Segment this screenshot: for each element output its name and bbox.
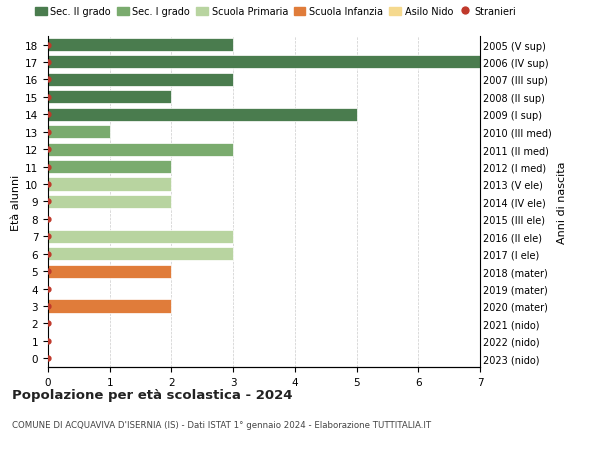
Bar [48,265,172,278]
Bar [48,91,172,104]
Bar [48,126,110,139]
Text: Popolazione per età scolastica - 2024: Popolazione per età scolastica - 2024 [12,388,293,401]
Y-axis label: Anni di nascita: Anni di nascita [557,161,567,243]
Bar [48,178,172,191]
Legend: Sec. II grado, Sec. I grado, Scuola Primaria, Scuola Infanzia, Asilo Nido, Stran: Sec. II grado, Sec. I grado, Scuola Prim… [35,7,516,17]
Bar [48,143,233,157]
Bar [48,74,233,87]
Bar [48,108,356,122]
Bar [48,39,233,52]
Bar [48,247,233,261]
Y-axis label: Età alunni: Età alunni [11,174,21,230]
Bar [48,56,480,69]
Bar [48,196,172,208]
Bar [48,161,172,174]
Bar [48,300,172,313]
Text: COMUNE DI ACQUAVIVA D'ISERNIA (IS) - Dati ISTAT 1° gennaio 2024 - Elaborazione T: COMUNE DI ACQUAVIVA D'ISERNIA (IS) - Dat… [12,420,431,429]
Bar [48,230,233,243]
